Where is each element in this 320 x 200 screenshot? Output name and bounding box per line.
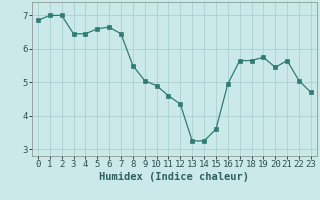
X-axis label: Humidex (Indice chaleur): Humidex (Indice chaleur) <box>100 172 249 182</box>
